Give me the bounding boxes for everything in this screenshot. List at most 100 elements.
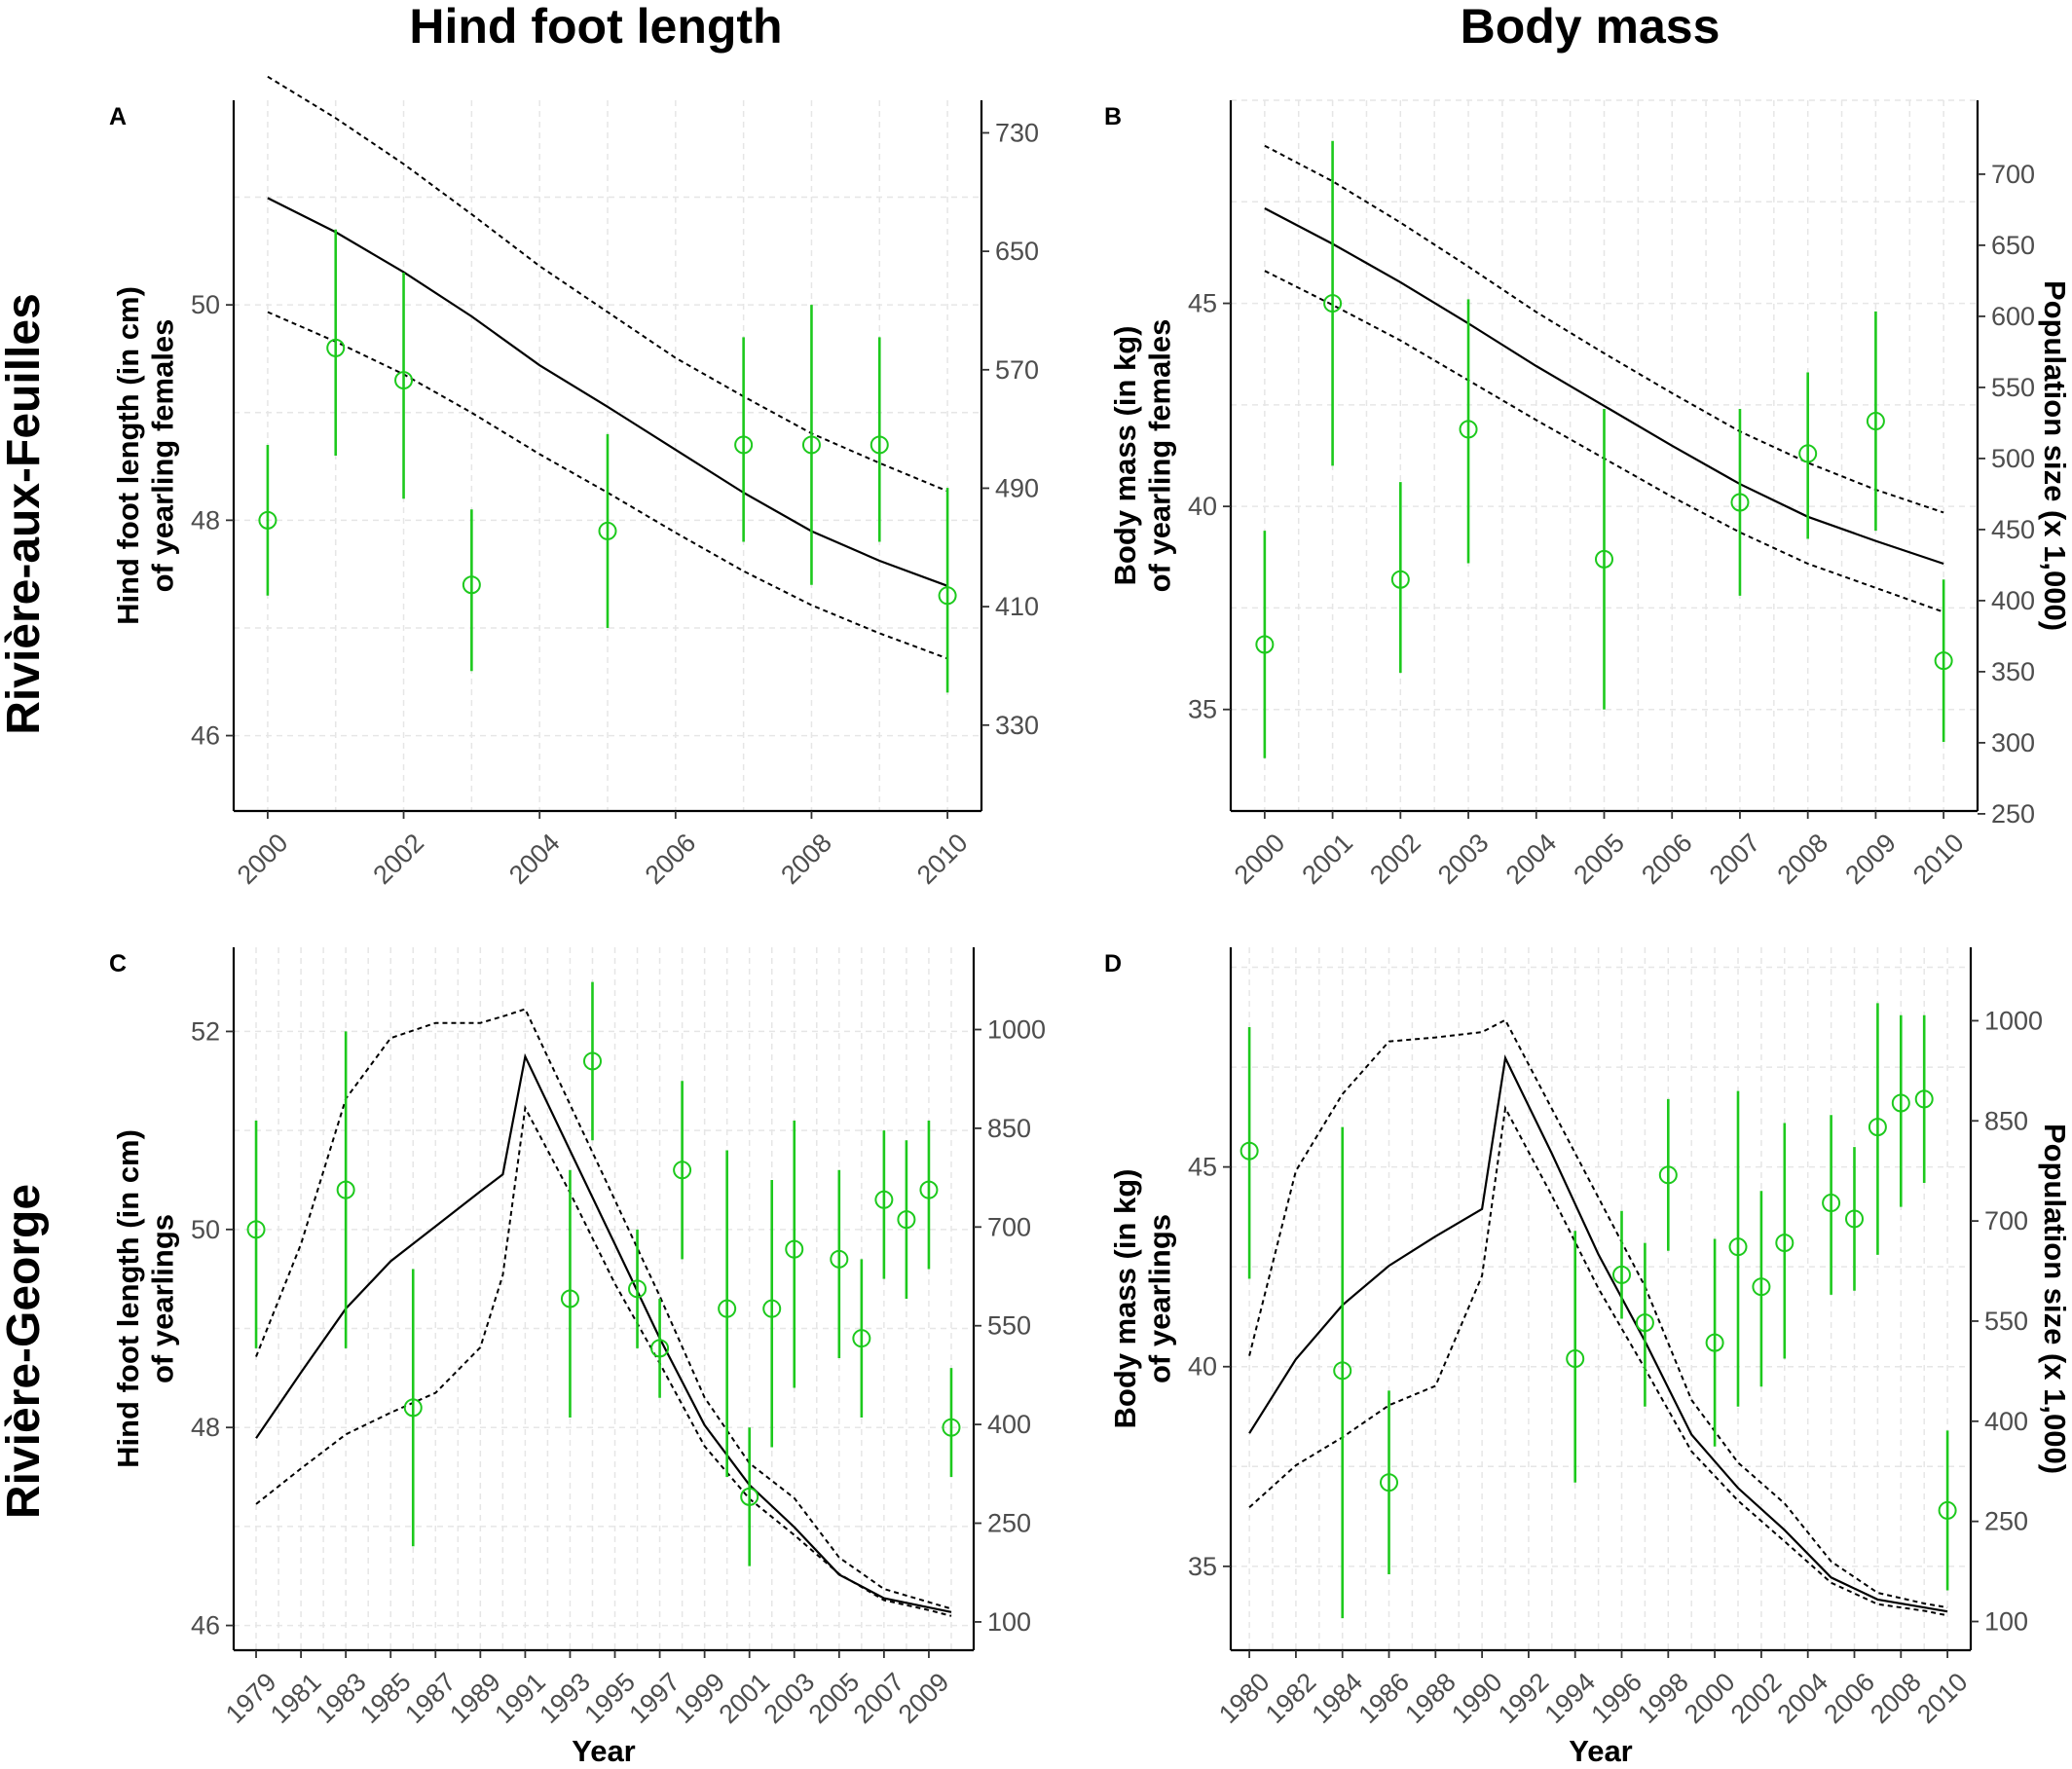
x-tick-label: 2002 — [367, 828, 429, 890]
y-tick-label: 48 — [191, 1413, 220, 1442]
y-axis-title: Body mass (in kg)of yearlings — [1108, 1169, 1177, 1429]
data-point — [326, 338, 346, 357]
panel-letter-d: D — [1104, 950, 1122, 977]
y-tick-label: 35 — [1188, 1552, 1217, 1581]
data-point — [1705, 1333, 1724, 1352]
x-tick-label: 2006 — [1636, 828, 1698, 890]
y2-tick-label: 490 — [995, 473, 1039, 502]
y2-tick-label: 850 — [987, 1114, 1031, 1143]
data-point — [1323, 294, 1343, 313]
data-point — [1255, 635, 1275, 654]
x-tick-label: 2003 — [1432, 828, 1495, 890]
y2-tick-label: 250 — [1991, 799, 2035, 829]
y-tick-label: 48 — [191, 505, 220, 534]
y2-tick-label: 850 — [1984, 1106, 2028, 1135]
x-tick-label: 2007 — [1704, 828, 1766, 890]
population-estimate-line — [1248, 1054, 1948, 1613]
data-point — [1891, 1093, 1910, 1113]
row-title-riviere-aux-feuilles: Rivière-aux-Feuilles — [0, 293, 50, 735]
x-tick-label: 1982 — [1260, 1667, 1322, 1729]
data-point — [874, 1190, 894, 1209]
data-point — [582, 1051, 602, 1071]
population-upper-ci-line — [1264, 144, 1944, 514]
data-point — [870, 435, 889, 455]
x-tick-label: 1985 — [354, 1667, 417, 1729]
x-tick-label: 2008 — [1772, 828, 1834, 890]
x-tick-label: 2005 — [1568, 828, 1630, 890]
x-tick-label: 1980 — [1213, 1667, 1276, 1729]
y-axis-title-line: of yearlings — [146, 1214, 180, 1383]
data-point — [246, 1220, 266, 1239]
population-upper-ci-line — [267, 75, 948, 493]
y-axis-title-line: of yearling females — [146, 319, 180, 593]
x-tick-label: 2004 — [503, 828, 566, 890]
x-tick-label: 1994 — [1539, 1667, 1602, 1729]
data-point — [673, 1161, 692, 1180]
x-tick-label: 1988 — [1399, 1667, 1462, 1729]
data-point — [897, 1210, 916, 1230]
y2-tick-label: 400 — [987, 1410, 1031, 1439]
panel-letter-b: B — [1104, 103, 1122, 130]
data-point — [740, 1487, 759, 1506]
data-point — [650, 1339, 670, 1358]
data-point — [1240, 1141, 1259, 1161]
data-point — [919, 1180, 939, 1199]
data-point — [801, 435, 821, 455]
column-title-hind-foot: Hind foot length — [409, 0, 782, 54]
population-lower-ci-line — [267, 311, 948, 660]
y2-tick-label: 570 — [995, 355, 1039, 385]
x-tick-label: 2010 — [1907, 828, 1970, 890]
y-tick-label: 52 — [191, 1016, 220, 1046]
y-axis-title: Hind foot length (in cm)of yearlings — [111, 1129, 180, 1468]
data-point — [1459, 420, 1478, 439]
y2-tick-label: 700 — [1984, 1206, 2028, 1235]
y-axis-title-line: Hind foot length (in cm) — [111, 286, 145, 625]
y-axis-title-line: Body mass (in kg) — [1108, 1169, 1142, 1429]
data-point — [718, 1299, 737, 1318]
data-point — [830, 1249, 849, 1269]
x-tick-label: 1998 — [1632, 1667, 1694, 1729]
y2-tick-label: 650 — [995, 237, 1039, 266]
y-axis-title-line: of yearling females — [1143, 319, 1177, 593]
y-axis-title: Body mass (in kg)of yearling females — [1108, 319, 1177, 593]
data-point — [403, 1398, 423, 1418]
y-axis-title: Hind foot length (in cm)of yearling fema… — [111, 286, 180, 625]
data-point — [734, 435, 754, 455]
panel-letter-a: A — [109, 103, 127, 130]
x-tick-label: 1987 — [399, 1667, 462, 1729]
x-tick-label: 2005 — [803, 1667, 866, 1729]
y2-tick-label: 100 — [987, 1607, 1031, 1637]
x-tick-label: 1996 — [1585, 1667, 1647, 1729]
x-tick-label: 2000 — [1229, 828, 1291, 890]
y2-tick-label: 410 — [995, 592, 1039, 621]
data-point — [852, 1329, 871, 1348]
data-point — [1866, 412, 1885, 431]
data-point — [1390, 570, 1410, 589]
x-tick-label: 1986 — [1352, 1667, 1415, 1729]
data-point — [1938, 1500, 1957, 1520]
data-point — [1822, 1194, 1841, 1213]
x-tick-label: 2004 — [1772, 1667, 1834, 1729]
data-point — [1730, 493, 1750, 512]
data-point — [1595, 549, 1613, 569]
panels: 2000 2002 2004 2006 2008 2010 46 48 50 330 410 490 5… — [109, 75, 2072, 1768]
data-point — [1775, 1234, 1794, 1253]
y-tick-label: 46 — [191, 1611, 220, 1640]
y2-tick-label: 450 — [1991, 515, 2035, 544]
y-tick-label: 50 — [191, 1215, 220, 1244]
x-tick-label: 2009 — [893, 1667, 955, 1729]
data-point — [762, 1299, 782, 1318]
data-point — [598, 521, 617, 540]
data-point — [785, 1239, 804, 1259]
population-estimate-line — [267, 197, 948, 587]
x-tick-label: 1981 — [265, 1667, 327, 1729]
row-title-riviere-george: Rivière-George — [0, 1184, 50, 1519]
data-point — [1845, 1209, 1865, 1229]
x-tick-label: 2001 — [1296, 828, 1358, 890]
panel-b: 2000 2001 2002 2003 2004 2005 2006 2007 2008 2009… — [1104, 99, 2072, 890]
data-point — [1868, 1118, 1887, 1137]
data-point — [628, 1279, 648, 1299]
y2-tick-label: 330 — [995, 711, 1039, 740]
x-axis-title: Year — [1569, 1734, 1633, 1768]
